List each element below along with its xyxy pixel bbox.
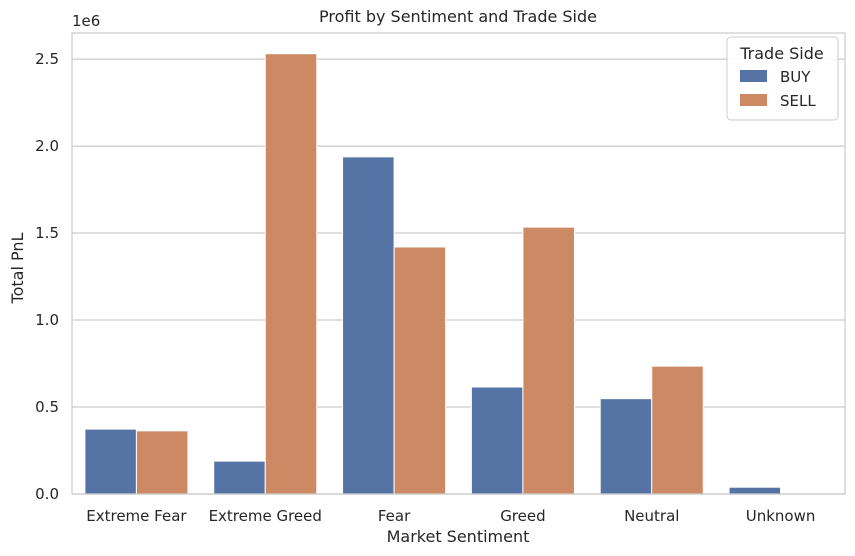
bar-sell-extreme-greed <box>264 53 318 495</box>
legend-label-sell: SELL <box>780 92 816 110</box>
x-tick-label: Neutral <box>624 507 679 525</box>
bar-buy-neutral <box>599 398 653 495</box>
y-offset-label: 1e6 <box>72 12 100 30</box>
y-tick-label: 2.5 <box>35 50 59 68</box>
bar-buy-greed <box>470 386 524 495</box>
plot-frame <box>71 32 846 495</box>
chart-title: Profit by Sentiment and Trade Side <box>319 7 597 26</box>
bars <box>84 53 782 495</box>
bar-buy-extreme-fear <box>84 428 137 495</box>
y-tick-label: 1.5 <box>35 224 59 242</box>
x-tick-labels: Extreme Fear Extreme Greed Fear Greed Neutra… <box>86 507 815 525</box>
y-tick-labels: 0.0 0.5 1.0 1.5 2.0 2.5 <box>35 50 59 503</box>
legend-label-buy: BUY <box>780 68 811 86</box>
bar-buy-extreme-greed <box>213 460 266 495</box>
y-tick-label: 2.0 <box>35 137 59 155</box>
bar-buy-fear <box>342 156 395 495</box>
y-tick-label: 0.5 <box>35 398 59 416</box>
legend-title: Trade Side <box>739 44 824 63</box>
bar-sell-neutral <box>651 365 704 495</box>
bar-buy-unknown <box>728 486 782 495</box>
legend-swatch-sell <box>740 94 767 106</box>
x-tick-label: Extreme Greed <box>209 507 322 525</box>
y-tick-label: 0.0 <box>35 485 59 503</box>
y-axis-title: Total PnL <box>8 232 27 304</box>
y-tick-label: 1.0 <box>35 311 59 329</box>
x-tick-label: Extreme Fear <box>86 507 187 525</box>
legend: Trade Side BUY SELL <box>726 36 839 121</box>
bar-sell-extreme-fear <box>135 430 189 495</box>
bar-sell-greed <box>522 226 575 495</box>
bar-sell-fear <box>393 246 447 495</box>
x-tick-label: Fear <box>378 507 411 525</box>
legend-swatch-buy <box>740 70 767 82</box>
x-tick-label: Unknown <box>746 507 816 525</box>
x-axis-title: Market Sentiment <box>387 527 530 546</box>
x-tick-label: Greed <box>500 507 545 525</box>
